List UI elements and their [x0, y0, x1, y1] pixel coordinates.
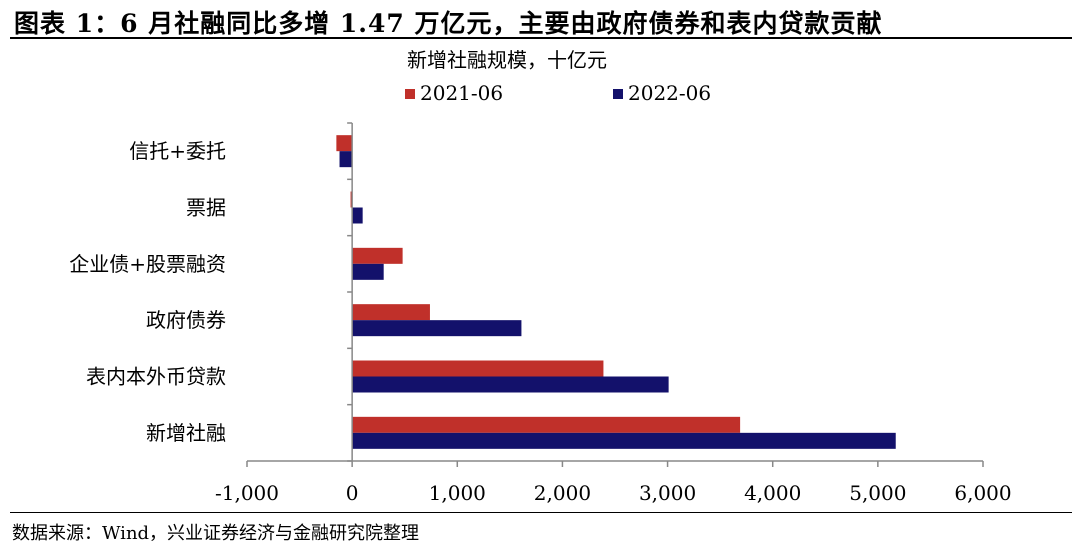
x-tick-label-1: 0 — [346, 481, 359, 505]
bar-2021-06-2 — [352, 247, 403, 264]
source-rule — [10, 512, 1072, 513]
bar-2022-06-4 — [352, 376, 669, 393]
bar-2021-06-5 — [352, 416, 741, 433]
bar-2022-06-1 — [352, 207, 363, 224]
x-tick-label-7: 6,000 — [954, 481, 1011, 505]
bars-group — [336, 135, 896, 449]
figure-title: 图表 1：6 月社融同比多增 1.47 万亿元，主要由政府债券和表内贷款贡献 — [14, 9, 883, 38]
category-label-1: 票据 — [186, 196, 226, 220]
x-tick-label-6: 5,000 — [849, 481, 906, 505]
bar-2022-06-3 — [352, 320, 522, 337]
category-label-5: 新增社融 — [146, 421, 226, 445]
category-label-3: 政府债券 — [146, 308, 226, 332]
bar-2022-06-5 — [352, 432, 896, 449]
bar-2021-06-4 — [352, 360, 604, 377]
legend-label-2021-06: 2021-06 — [420, 81, 503, 105]
bar-2021-06-3 — [352, 304, 430, 321]
x-tick-label-2: 1,000 — [429, 481, 486, 505]
x-tick-label-5: 4,000 — [744, 481, 801, 505]
x-tick-label-4: 3,000 — [639, 481, 696, 505]
category-label-2: 企业债+股票融资 — [69, 252, 226, 276]
title-rule — [10, 37, 1072, 39]
bar-2021-06-1 — [350, 191, 353, 208]
legend: 2021-06 2022-06 — [405, 81, 711, 105]
source-note: 数据来源：Wind，兴业证券经济与金融研究院整理 — [12, 523, 420, 544]
legend-swatch-2021-06 — [405, 89, 415, 99]
category-label-4: 表内本外币贷款 — [86, 365, 226, 389]
category-label-0: 信托+委托 — [129, 139, 226, 163]
legend-swatch-2022-06 — [613, 89, 623, 99]
bar-chart: 新增社融规模，十亿元 2021-06 2022-06 -1,000 0 1,000 2,… — [69, 48, 1012, 505]
bar-2022-06-2 — [352, 263, 384, 280]
x-tick-label-3: 2,000 — [534, 481, 591, 505]
chart-title: 新增社融规模，十亿元 — [407, 48, 607, 72]
x-tick-label-0: -1,000 — [215, 481, 279, 505]
bar-2022-06-0 — [339, 151, 353, 168]
legend-label-2022-06: 2022-06 — [628, 81, 711, 105]
bar-2021-06-0 — [336, 135, 353, 152]
axes-group: -1,000 0 1,000 2,000 3,000 4,000 5,000 6,000 — [215, 122, 1012, 505]
